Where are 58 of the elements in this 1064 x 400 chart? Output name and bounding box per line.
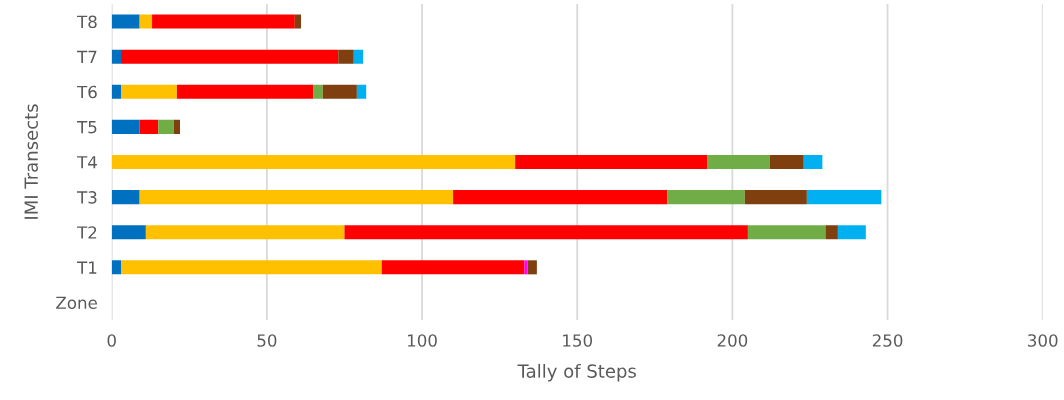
bar — [769, 154, 804, 170]
y-tick-label: T7 — [77, 50, 97, 63]
x-tick-label: 0 — [107, 334, 116, 347]
bar — [667, 190, 745, 205]
bar — [158, 119, 174, 134]
bar — [744, 190, 807, 205]
y-tick-label: Zone — [56, 296, 97, 310]
bar — [139, 119, 159, 134]
bar — [121, 84, 177, 99]
bar — [515, 154, 708, 170]
y-tick-label: T2 — [77, 226, 97, 239]
bar — [344, 225, 748, 240]
bar — [294, 14, 302, 29]
bar — [527, 260, 537, 275]
bar — [176, 84, 314, 99]
bar — [121, 260, 382, 275]
bar — [707, 154, 770, 170]
bar — [747, 225, 826, 240]
y-tick-label: T6 — [77, 85, 97, 99]
bar — [111, 190, 140, 205]
y-tick-label: T5 — [77, 121, 97, 134]
bar — [139, 190, 454, 205]
bar — [381, 260, 525, 275]
bar — [111, 260, 122, 275]
x-axis-title: Tally of Steps — [517, 363, 636, 382]
x-tick-label: 300 — [1028, 334, 1058, 347]
bar — [145, 225, 345, 240]
y-tick-label: T8 — [77, 15, 97, 29]
bar — [111, 119, 140, 134]
bar — [111, 84, 122, 99]
bar — [111, 49, 122, 64]
bar — [139, 14, 153, 29]
bar — [803, 154, 823, 170]
bar — [356, 84, 367, 99]
bar — [825, 225, 838, 240]
y-tick-label: T3 — [77, 191, 97, 204]
x-tick-label: 100 — [407, 334, 437, 347]
bar — [111, 225, 146, 240]
bar — [121, 49, 339, 64]
bar — [111, 14, 140, 29]
x-tick-label: 250 — [872, 334, 903, 347]
bar — [152, 14, 295, 29]
bar — [837, 225, 866, 240]
x-tick-label: 150 — [563, 334, 593, 347]
bar — [806, 190, 882, 205]
bar — [313, 84, 323, 99]
bar — [524, 260, 528, 275]
y-tick-label: T4 — [77, 156, 97, 169]
bar — [173, 119, 180, 134]
y-axis-title: IMI Transects — [24, 104, 39, 219]
bar — [353, 49, 364, 64]
bar — [453, 190, 668, 205]
x-tick-label: 200 — [717, 334, 748, 347]
bar — [338, 49, 354, 64]
bar — [111, 154, 516, 170]
y-tick-label: T1 — [77, 261, 97, 274]
bar — [322, 84, 357, 99]
x-tick-label: 50 — [257, 334, 277, 347]
